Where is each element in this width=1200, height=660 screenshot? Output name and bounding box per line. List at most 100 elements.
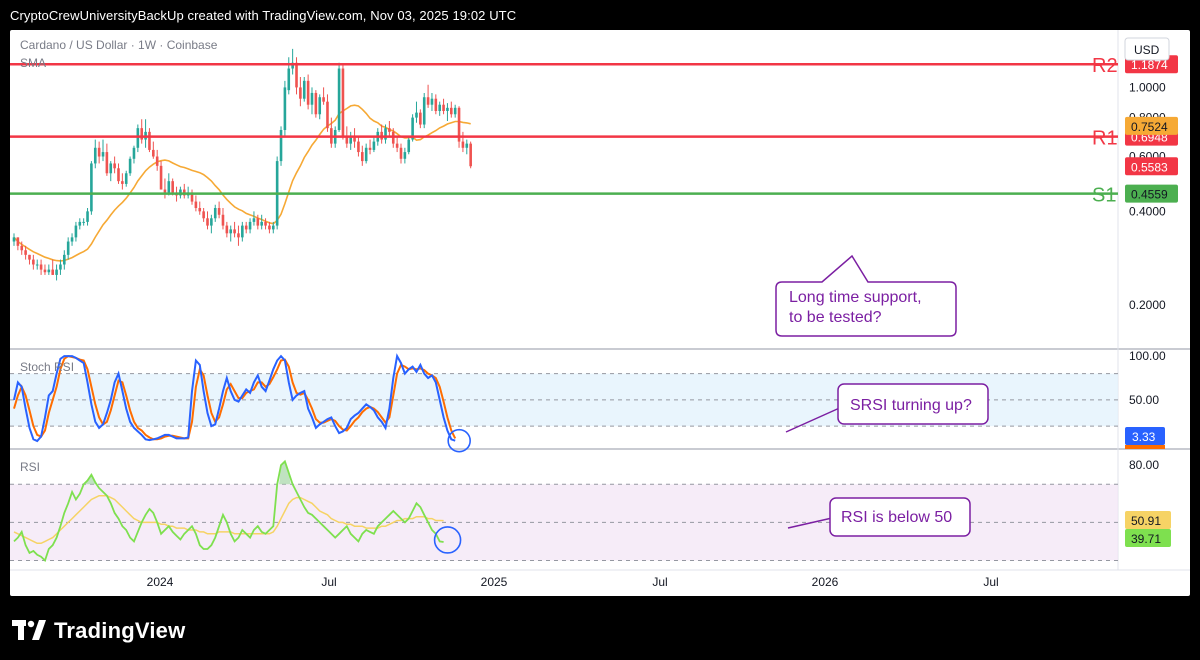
- candle-body: [225, 225, 229, 234]
- support-callout-bubble: [775, 254, 957, 337]
- candle-body: [221, 214, 225, 226]
- candle-body: [407, 139, 411, 153]
- candle-body: [446, 107, 449, 112]
- candle-body: [453, 107, 457, 115]
- candle-body: [419, 112, 422, 125]
- candle-body: [430, 98, 434, 105]
- candle-body: [229, 229, 233, 234]
- price-tick-label: 0.4000: [1129, 204, 1166, 218]
- stoch-d-line: [13, 355, 457, 441]
- candle-body: [260, 221, 263, 226]
- candle-body: [349, 137, 352, 144]
- time-tick-label: 2026: [812, 575, 839, 589]
- candle-body: [399, 147, 403, 159]
- candle-body: [461, 141, 465, 148]
- candle-body: [12, 237, 16, 242]
- price-tick-label: 0.2000: [1129, 298, 1166, 312]
- candle-body: [51, 269, 54, 275]
- candle-body: [121, 181, 124, 184]
- candle-body: [78, 221, 82, 226]
- candle-body: [217, 208, 221, 215]
- candle-body: [132, 147, 136, 159]
- candle-body: [63, 254, 66, 265]
- candle-body: [136, 128, 140, 148]
- candle-body: [28, 254, 31, 260]
- rsi-badge: [1125, 529, 1171, 547]
- tradingview-brand[interactable]: TradingView: [12, 616, 185, 646]
- symbol-title: Cardano / US Dollar · 1W · Coinbase: [20, 38, 218, 52]
- stoch-rsi-label[interactable]: Stoch RSI: [20, 360, 75, 374]
- srsi-callout-text: SRSI turning up?: [850, 397, 972, 414]
- level-badge-text: 1.1874: [1131, 58, 1168, 72]
- candle-body: [86, 211, 89, 222]
- time-tick-label: Jul: [983, 575, 998, 589]
- rsi-ma-badge: [1125, 511, 1171, 529]
- candle-body: [124, 173, 128, 184]
- candle-body: [117, 168, 120, 182]
- srsi-callout-pointer: [785, 405, 845, 433]
- rsi-callout-pointer: [787, 517, 833, 529]
- level-label-r1: R1: [1092, 128, 1118, 150]
- support-callout-text: Long time support, to be tested?: [789, 289, 922, 326]
- candle-body: [105, 152, 109, 174]
- candle-body: [364, 147, 368, 162]
- candle-body: [148, 131, 151, 150]
- candle-body: [465, 143, 469, 148]
- candle-body: [271, 225, 275, 230]
- price-badge: [1125, 157, 1178, 176]
- srsi-callout-bubble: [837, 383, 989, 425]
- chart-panel[interactable]: 1.00000.80000.60000.40000.2000R21.1874R1…: [10, 30, 1190, 596]
- candle-body: [426, 97, 430, 105]
- time-tick-label: 2024: [147, 575, 174, 589]
- currency-box: [1124, 37, 1170, 61]
- price-badge: [1125, 116, 1178, 135]
- candle-body: [74, 225, 78, 238]
- candle-body: [194, 201, 198, 209]
- candle-body: [24, 250, 27, 255]
- candle-body: [372, 141, 376, 150]
- srsi-highlight-circle: [447, 428, 471, 453]
- candle-body: [206, 218, 209, 226]
- candle-body: [318, 97, 322, 115]
- candle-body: [113, 163, 116, 169]
- candle-body: [159, 165, 163, 190]
- tradingview-logo-icon: [12, 620, 46, 640]
- candle-body: [299, 87, 302, 99]
- candle-body: [101, 152, 105, 157]
- stoch-tick-label: 100.00: [1129, 349, 1166, 363]
- chart-canvas[interactable]: 1.00000.80000.60000.40000.2000R21.1874R1…: [10, 30, 1190, 596]
- rsi-overbought-fill: [279, 461, 291, 485]
- stoch-tick-label: 50.00: [1129, 393, 1159, 407]
- rsi-callout-bubble: [829, 497, 971, 537]
- level-badge-text: 0.4559: [1131, 188, 1168, 202]
- candle-body: [210, 218, 213, 226]
- stoch-k-value: 3.33: [1132, 430, 1156, 444]
- sma-label[interactable]: SMA: [20, 56, 47, 70]
- candle-body: [388, 128, 391, 132]
- price-badge-text: 0.5583: [1131, 160, 1168, 174]
- rsi-highlight-circle: [433, 526, 462, 554]
- candle-body: [20, 245, 24, 251]
- candle-body: [295, 62, 298, 88]
- candle-body: [268, 225, 271, 230]
- candle-body: [248, 221, 252, 230]
- candle-body: [171, 181, 174, 193]
- candle-body: [337, 68, 341, 130]
- candle-body: [434, 98, 438, 112]
- candle-body: [279, 129, 283, 162]
- candle-body: [244, 225, 248, 230]
- candle-body: [128, 158, 132, 174]
- candle-body: [55, 269, 58, 275]
- candle-body: [326, 101, 329, 129]
- candle-body: [442, 104, 445, 112]
- rsi-label[interactable]: RSI: [20, 460, 41, 474]
- chart-header: CryptoCrewUniversityBackUp created with …: [10, 8, 517, 23]
- candle-body: [287, 68, 291, 91]
- candle-body: [457, 107, 461, 142]
- rsi-tick-label: 80.00: [1129, 458, 1159, 472]
- level-label-r2: R2: [1092, 55, 1118, 77]
- candle-body: [422, 97, 426, 125]
- candle-body: [47, 269, 51, 273]
- candle-body: [291, 62, 294, 69]
- candle-body: [438, 104, 441, 112]
